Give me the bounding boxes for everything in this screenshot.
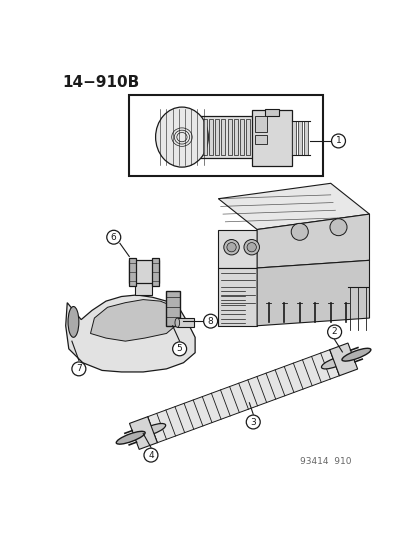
Polygon shape: [66, 295, 195, 372]
Polygon shape: [218, 230, 256, 268]
FancyBboxPatch shape: [227, 119, 231, 155]
FancyBboxPatch shape: [246, 119, 249, 155]
FancyBboxPatch shape: [129, 258, 136, 286]
Ellipse shape: [155, 107, 208, 167]
Ellipse shape: [139, 424, 165, 436]
Text: 4: 4: [148, 450, 153, 459]
Polygon shape: [90, 300, 178, 341]
FancyBboxPatch shape: [304, 121, 308, 155]
Polygon shape: [218, 268, 256, 326]
FancyBboxPatch shape: [254, 135, 266, 144]
Polygon shape: [329, 343, 357, 376]
Text: 5: 5: [176, 344, 182, 353]
Text: 14−910B: 14−910B: [62, 75, 140, 90]
Text: 2: 2: [331, 327, 337, 336]
FancyBboxPatch shape: [297, 121, 301, 155]
Circle shape: [226, 243, 236, 252]
Circle shape: [246, 415, 260, 429]
Text: 1: 1: [335, 136, 341, 146]
Circle shape: [290, 223, 308, 240]
Circle shape: [329, 219, 346, 236]
Ellipse shape: [341, 348, 370, 361]
Ellipse shape: [320, 357, 347, 369]
FancyBboxPatch shape: [221, 119, 225, 155]
Ellipse shape: [116, 431, 145, 444]
Circle shape: [172, 342, 186, 356]
Polygon shape: [166, 291, 179, 326]
FancyBboxPatch shape: [240, 119, 243, 155]
FancyBboxPatch shape: [254, 116, 266, 132]
FancyBboxPatch shape: [181, 116, 259, 158]
Polygon shape: [147, 350, 339, 443]
Text: 6: 6: [111, 233, 116, 241]
FancyBboxPatch shape: [251, 110, 291, 166]
Bar: [129, 95, 322, 175]
Circle shape: [327, 325, 341, 339]
Ellipse shape: [175, 318, 179, 327]
Text: 93414  910: 93414 910: [299, 457, 350, 466]
FancyBboxPatch shape: [202, 119, 206, 155]
Circle shape: [243, 239, 259, 255]
Circle shape: [223, 239, 239, 255]
Circle shape: [72, 362, 85, 376]
Polygon shape: [129, 417, 157, 449]
Circle shape: [144, 448, 157, 462]
Circle shape: [107, 230, 121, 244]
FancyBboxPatch shape: [129, 260, 158, 284]
FancyBboxPatch shape: [215, 119, 218, 155]
Polygon shape: [135, 263, 152, 295]
Text: 7: 7: [76, 365, 81, 374]
FancyBboxPatch shape: [233, 119, 237, 155]
FancyBboxPatch shape: [151, 258, 158, 286]
Text: 8: 8: [207, 317, 213, 326]
Text: 3: 3: [250, 417, 256, 426]
Circle shape: [203, 314, 217, 328]
Circle shape: [247, 243, 256, 252]
Circle shape: [331, 134, 344, 148]
Polygon shape: [218, 183, 369, 230]
FancyBboxPatch shape: [291, 121, 295, 155]
Polygon shape: [256, 214, 369, 268]
Ellipse shape: [68, 306, 79, 337]
Polygon shape: [256, 260, 369, 326]
FancyBboxPatch shape: [177, 318, 194, 327]
FancyBboxPatch shape: [209, 119, 212, 155]
FancyBboxPatch shape: [264, 109, 278, 116]
